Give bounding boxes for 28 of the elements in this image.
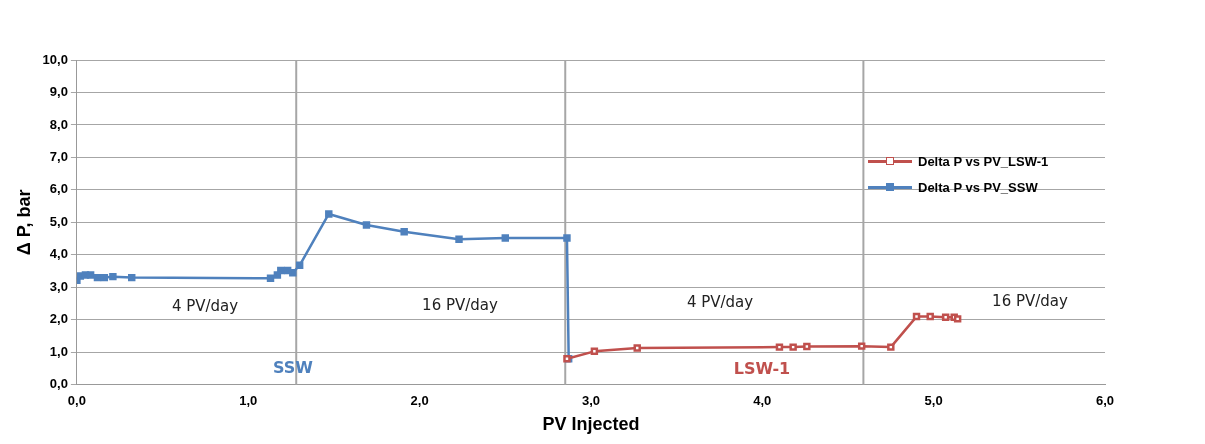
y-tick-label: 9,0 xyxy=(49,84,68,100)
y-tick-label: 7,0 xyxy=(49,149,68,165)
y-tick-label: 2,0 xyxy=(49,311,68,327)
annotation: LSW-1 xyxy=(733,359,791,379)
x-tick-label: 3,0 xyxy=(581,393,600,409)
x-tick-label: 4,0 xyxy=(753,393,772,409)
annotation: 4 PV/day xyxy=(171,296,239,315)
legend-label: Delta P vs PV_LSW-1 xyxy=(918,153,1049,169)
y-tick-label: 10,0 xyxy=(42,51,68,67)
x-tick-label: 1,0 xyxy=(239,393,258,409)
y-tick-label: 4,0 xyxy=(49,246,68,262)
y-tick-label: 0,0 xyxy=(49,376,68,392)
y-tick-label: 1,0 xyxy=(49,343,68,359)
x-tick-label: 6,0 xyxy=(1095,393,1115,409)
y-axis-title: Δ P, bar xyxy=(13,189,34,256)
x-tick-label: 5,0 xyxy=(924,393,943,409)
legend-label: Delta P vs PV_SSW xyxy=(918,179,1038,195)
y-tick-label: 5,0 xyxy=(49,213,68,229)
x-axis-title: PV Injected xyxy=(542,414,640,435)
annotation: 16 PV/day xyxy=(992,291,1069,310)
annotation: SSW xyxy=(273,358,314,378)
x-tick-label: 0,0 xyxy=(67,393,86,409)
y-tick-label: 3,0 xyxy=(49,278,68,294)
y-tick-label: 8,0 xyxy=(49,116,68,132)
y-tick-label: 6,0 xyxy=(49,181,68,197)
x-tick-label: 2,0 xyxy=(410,393,429,409)
annotation: 4 PV/day xyxy=(686,292,754,311)
annotation: 16 PV/day xyxy=(422,295,499,314)
